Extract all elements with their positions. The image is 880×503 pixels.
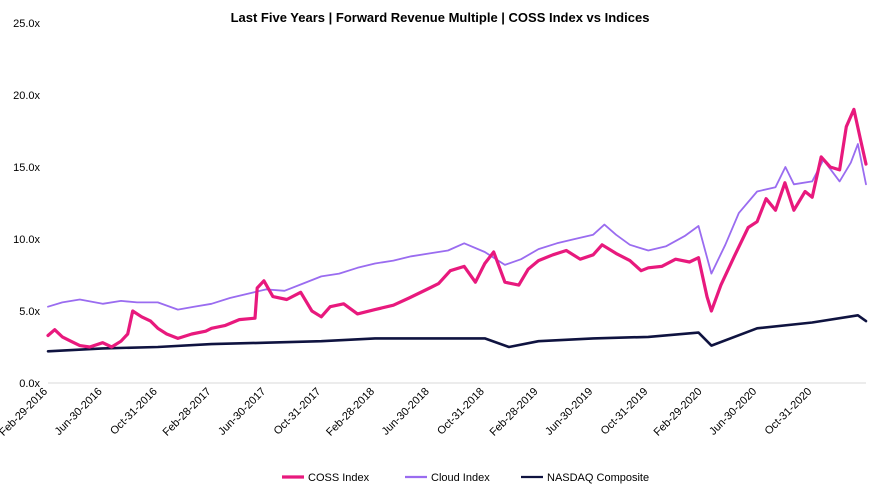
series-lines <box>46 107 868 353</box>
x-tick-label: Oct-31-2020 <box>763 386 815 438</box>
y-tick-label: 0.0x <box>19 378 40 390</box>
series-line-2 <box>46 313 868 353</box>
x-tick-label: Oct-31-2017 <box>272 386 324 438</box>
y-tick-label: 5.0x <box>19 306 40 318</box>
y-tick-label: 10.0x <box>13 234 40 246</box>
x-tick-label: Oct-31-2018 <box>435 386 487 438</box>
legend-label: Cloud Index <box>431 472 490 484</box>
x-tick-label: Feb-29-2020 <box>652 386 705 439</box>
legend-label: COSS Index <box>308 472 370 484</box>
x-tick-label: Jun-30-2020 <box>707 386 759 438</box>
x-tick-label: Feb-28-2017 <box>161 386 214 439</box>
y-tick-label: 20.0x <box>13 90 40 102</box>
legend-label: NASDAQ Composite <box>547 472 649 484</box>
x-tick-label: Jun-30-2018 <box>380 386 432 438</box>
x-axis-ticks: Feb-29-2016 Jun-30-2016 Oct-31-2016 Feb-28-… <box>0 386 814 439</box>
series-line-1 <box>47 143 867 311</box>
series-line-0 <box>46 107 868 349</box>
y-tick-label: 15.0x <box>13 162 40 174</box>
x-tick-label: Jun-30-2017 <box>216 386 268 438</box>
legend: COSS Index Cloud Index NASDAQ Composite <box>282 472 649 484</box>
x-tick-label: Jun-30-2016 <box>53 386 105 438</box>
x-tick-label: Jun-30-2019 <box>543 386 595 438</box>
chart-title: Last Five Years | Forward Revenue Multip… <box>231 10 650 25</box>
x-tick-label: Oct-31-2019 <box>599 386 651 438</box>
y-tick-label: 25.0x <box>13 18 40 30</box>
x-tick-label: Feb-28-2019 <box>488 386 541 439</box>
y-axis-ticks: 0.0x 5.0x 10.0x 15.0x 20.0x 25.0x <box>13 18 40 390</box>
x-tick-label: Feb-28-2018 <box>324 386 377 439</box>
x-tick-label: Feb-29-2016 <box>0 386 50 439</box>
x-tick-label: Oct-31-2016 <box>108 386 160 438</box>
